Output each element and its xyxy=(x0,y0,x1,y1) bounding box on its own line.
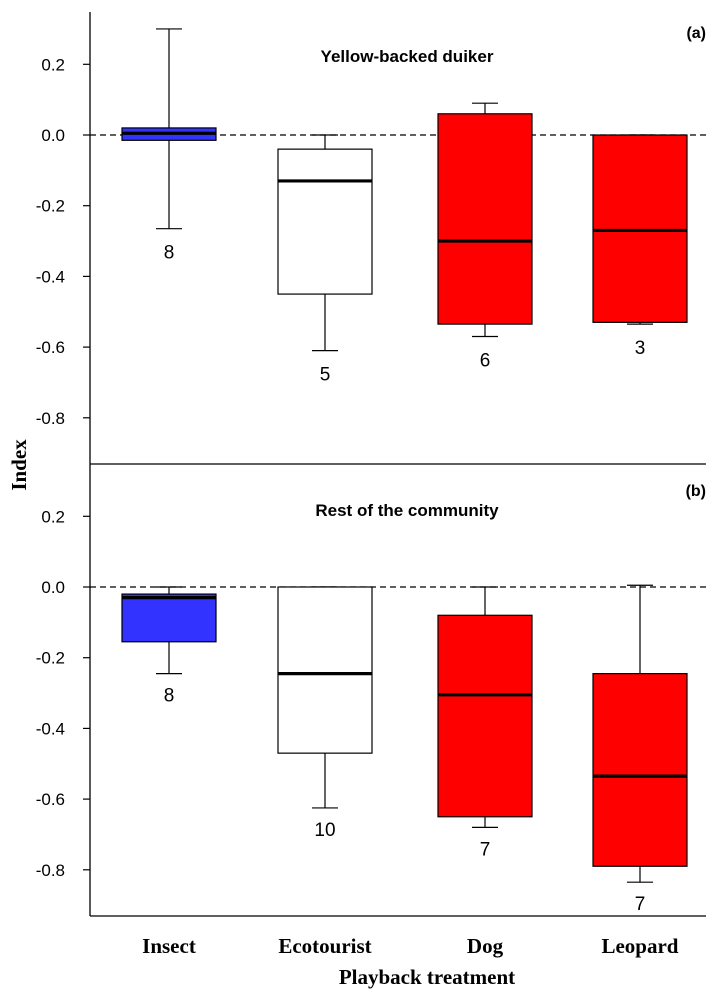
sample-size-label: 10 xyxy=(314,820,335,841)
box-dog xyxy=(437,113,533,325)
x-axis-label: Playback treatment xyxy=(339,965,515,989)
sample-size-label: 6 xyxy=(480,350,491,371)
x-tick-label: Dog xyxy=(467,934,504,958)
y-tick-label: -0.8 xyxy=(36,409,65,428)
x-tick-label: Leopard xyxy=(601,934,678,958)
sample-size-label: 8 xyxy=(164,686,175,707)
y-tick-label: -0.6 xyxy=(36,790,65,809)
panel-label: (b) xyxy=(686,483,706,500)
sample-size-label: 7 xyxy=(635,894,646,915)
y-tick-label: -0.4 xyxy=(36,267,65,286)
y-tick-label: 0.2 xyxy=(41,55,65,74)
y-axis-label: Index xyxy=(7,439,31,491)
box-leopard xyxy=(592,134,688,323)
panel-a: 0.2 0.0 -0.2 -0.4 -0.6 -0.8 Yellow-backed duik… xyxy=(36,12,706,465)
sample-size-label: 7 xyxy=(480,839,491,860)
y-tick-label: 0.0 xyxy=(41,578,65,597)
box-ecotourist xyxy=(277,586,373,754)
box-insect xyxy=(121,593,217,643)
panel-title: Yellow-backed duiker xyxy=(321,47,494,66)
panel-label: (a) xyxy=(686,25,706,42)
x-tick-label: Insect xyxy=(142,934,196,958)
box-ecotourist xyxy=(277,148,373,295)
box-leopard xyxy=(592,673,688,867)
sample-size-label: 3 xyxy=(635,338,646,359)
x-tick-label: Ecotourist xyxy=(278,934,371,958)
y-tick-label: -0.2 xyxy=(36,197,65,216)
panel-title: Rest of the community xyxy=(315,501,499,520)
y-tick-label: 0.0 xyxy=(41,126,65,145)
panel-b: 0.2 0.0 -0.2 -0.4 -0.6 -0.8 Rest of the commun… xyxy=(36,464,706,958)
y-tick-label: -0.2 xyxy=(36,649,65,668)
shared-axes: Index Playback treatment xyxy=(7,439,515,989)
sample-size-label: 5 xyxy=(320,365,331,386)
box-dog xyxy=(437,614,533,818)
sample-size-label: 8 xyxy=(164,243,175,264)
y-tick-label: -0.4 xyxy=(36,719,65,738)
y-tick-label: 0.2 xyxy=(41,507,65,526)
y-tick-label: -0.6 xyxy=(36,338,65,357)
y-tick-label: -0.8 xyxy=(36,861,65,880)
